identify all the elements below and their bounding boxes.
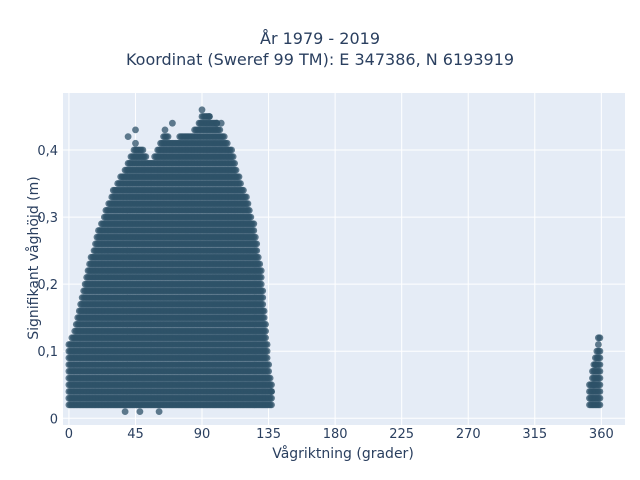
data-point [247,213,255,221]
data-point [596,367,604,375]
data-point [266,374,274,382]
data-point [136,408,144,415]
data-point [240,186,247,194]
data-point [124,133,132,141]
data-point [590,381,598,389]
data-point [265,361,272,368]
data-point [263,354,271,362]
chart-title: År 1979 - 2019 [260,29,380,48]
data-point [265,367,272,375]
data-point [596,388,604,395]
data-point [250,227,258,234]
data-point [251,233,259,241]
x-tick-label: 360 [589,427,614,442]
y-tick-label: 0,2 [37,278,58,293]
data-point [164,133,172,141]
data-point [268,381,275,389]
data-point [198,106,206,114]
data-point [595,341,602,348]
data-point [263,341,271,348]
data-point [268,394,275,402]
x-tick-label: 225 [389,427,414,442]
data-point [253,247,261,255]
x-tick-label: 0 [65,427,73,442]
y-tick-label: 0,4 [37,144,58,159]
data-point [259,294,267,301]
data-point [121,408,129,415]
x-tick-label: 45 [127,427,144,442]
data-point [235,173,243,181]
data-point [216,126,224,134]
data-point [268,388,275,395]
data-point [596,354,604,362]
data-point [232,166,240,174]
data-point [250,220,258,228]
data-point [223,139,231,147]
x-tick-label: 180 [323,427,348,442]
data-point [596,381,604,389]
y-axis-title: Signifikant våghöjd (m) [26,176,42,340]
data-point [262,334,269,342]
data-point [229,153,237,161]
data-point [592,361,599,368]
data-point [257,267,265,275]
data-point [132,126,139,134]
data-point [596,394,604,402]
data-point [132,139,139,147]
data-point [257,274,265,281]
data-point [260,307,268,315]
data-point [596,334,604,342]
data-point [259,287,267,295]
y-tick-label: 0,1 [37,345,58,360]
data-point [228,146,236,154]
data-point [256,260,264,268]
data-point [161,126,169,134]
data-point [262,321,269,328]
data-point [596,374,604,382]
data-point [217,119,225,127]
data-point [596,401,604,409]
x-tick-label: 90 [194,427,211,442]
data-point [155,408,163,415]
x-tick-label: 135 [256,427,281,442]
data-point [260,314,268,322]
data-point [257,280,265,288]
y-tick-label: 0,3 [37,211,58,226]
chart-subtitle: Koordinat (Sweref 99 TM): E 347386, N 61… [125,50,515,69]
data-point [206,113,213,120]
data-point [169,119,176,127]
data-point [237,180,244,187]
data-point [268,401,275,409]
data-point [253,240,261,248]
data-point [245,207,253,214]
x-tick-label: 315 [522,427,547,442]
data-point [596,347,604,355]
data-point [263,347,271,355]
data-point [243,193,250,201]
data-point [220,133,228,141]
data-point [142,153,150,161]
x-tick-label: 270 [456,427,481,442]
x-axis-title: Vågriktning (grader) [272,446,414,462]
data-point [254,253,262,261]
data-point [262,327,269,335]
data-point [231,160,239,167]
data-point [259,300,267,308]
y-tick-label: 0 [50,412,58,427]
data-point [139,146,147,154]
data-point [244,200,252,208]
